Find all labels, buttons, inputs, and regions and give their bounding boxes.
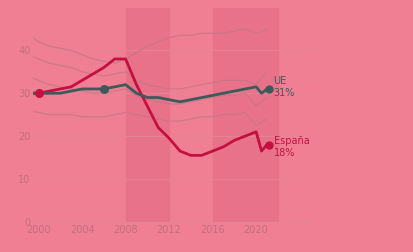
Text: UE
31%: UE 31% (273, 76, 294, 98)
Text: España
18%: España 18% (273, 136, 309, 158)
Bar (212, 8, 277, 222)
Bar (125, 8, 169, 222)
